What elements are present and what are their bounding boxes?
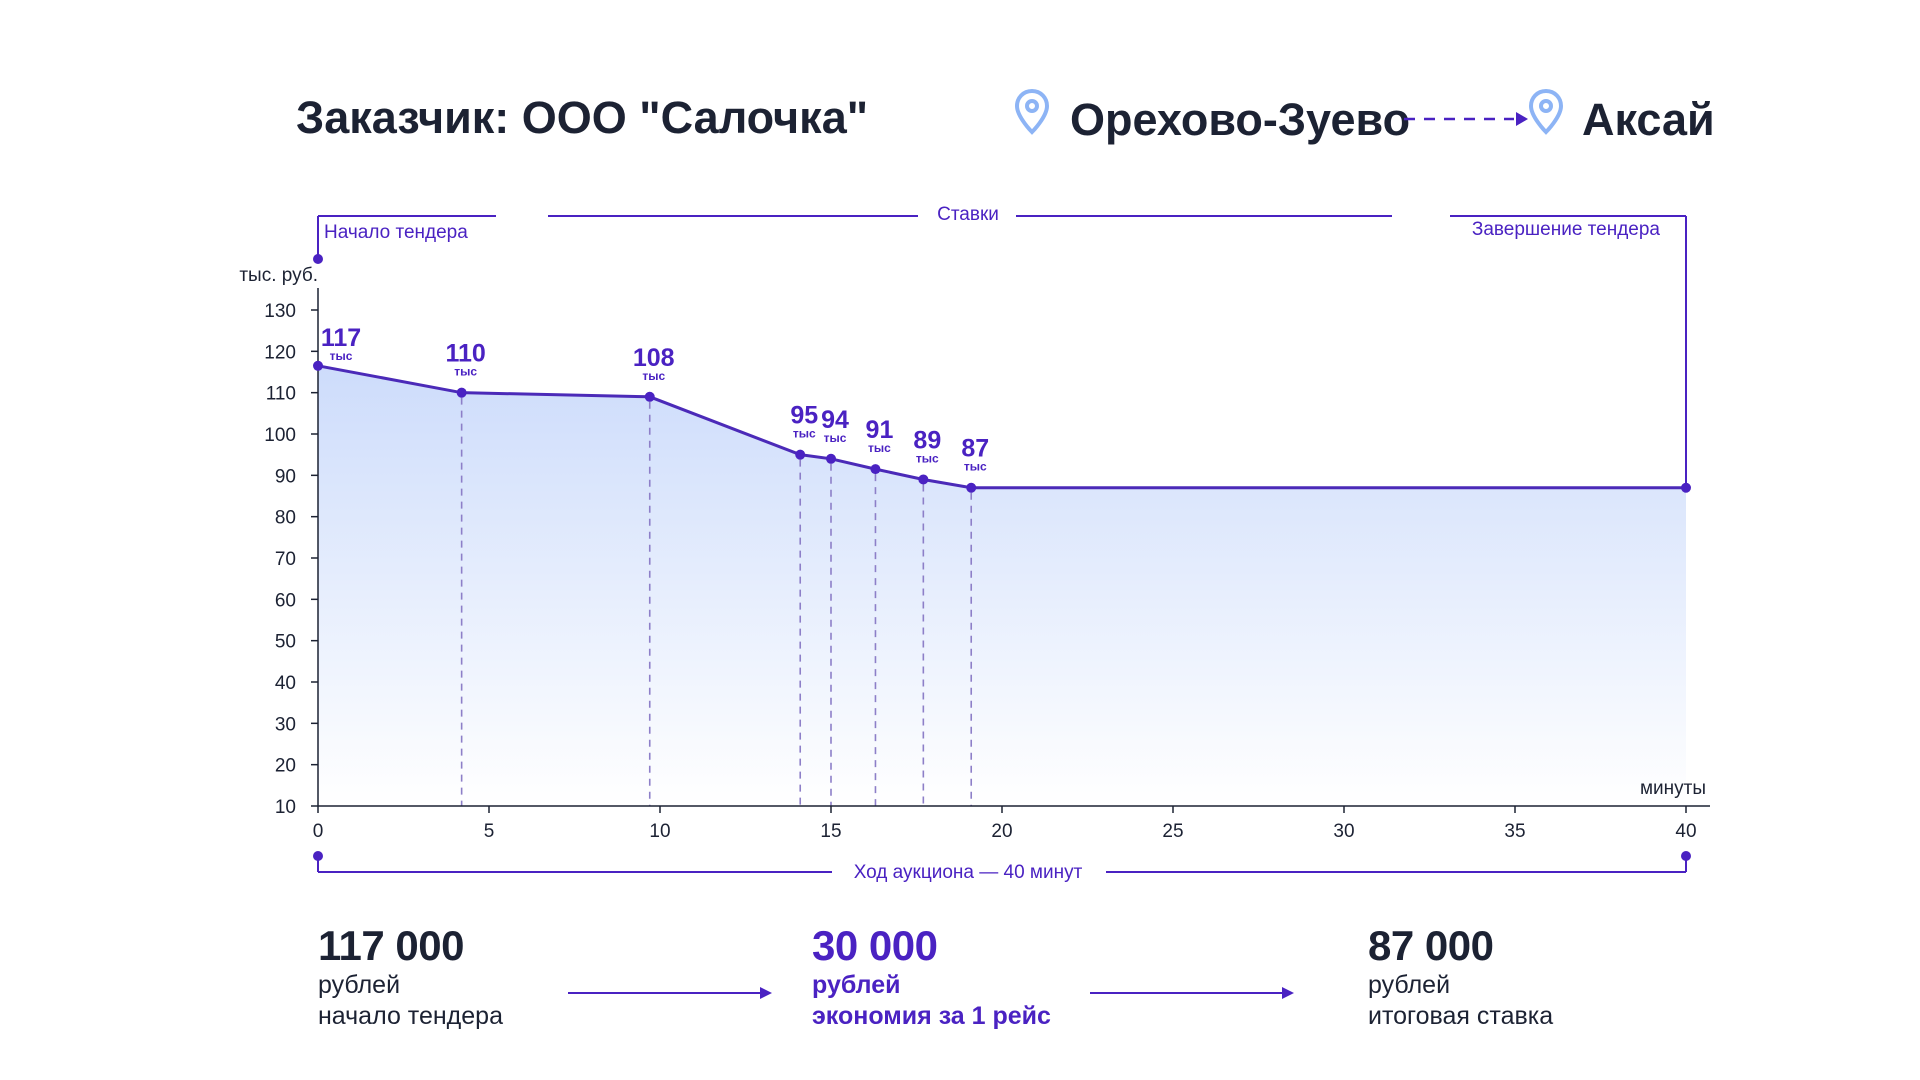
y-tick-label: 30: [275, 714, 296, 735]
data-label: 91: [866, 416, 894, 444]
data-label-unit: тыс: [824, 431, 847, 445]
duration-annotation: Ход аукциона — 40 минут: [854, 862, 1083, 883]
y-tick-label: 130: [264, 301, 296, 322]
y-tick-label: 100: [264, 425, 296, 446]
arrow-right-icon: [568, 984, 774, 1007]
summary-final: 87 000 рублей итоговая ставка: [1368, 922, 1553, 1032]
x-tick-label: 0: [313, 821, 324, 842]
x-tick-label: 30: [1333, 821, 1354, 842]
customer-title: Заказчик: ООО "Салочка": [296, 92, 869, 143]
location-pin-icon: [1528, 88, 1564, 141]
x-tick-label: 25: [1162, 821, 1183, 842]
data-point: [795, 449, 806, 460]
data-label: 117: [321, 324, 361, 352]
y-tick-label: 60: [275, 590, 296, 611]
data-label-unit: тыс: [330, 349, 353, 363]
summary-amount: 30 000: [812, 922, 938, 969]
data-point: [870, 464, 881, 475]
summary-currency: рублей: [1368, 971, 1451, 999]
summary-amount: 87 000: [1368, 922, 1494, 969]
data-point: [1681, 482, 1691, 493]
data-label: 95: [790, 402, 818, 430]
data-point: [456, 387, 467, 398]
y-tick-label: 10: [275, 797, 296, 818]
y-tick-label: 40: [275, 673, 296, 694]
end-annotation: Завершение тендера: [1472, 219, 1661, 240]
data-point: [644, 391, 655, 402]
summary-start: 117 000 рублей начало тендера: [318, 922, 503, 1032]
y-tick-label: 90: [275, 466, 296, 487]
data-point: [966, 482, 977, 493]
area-fill: [318, 365, 1686, 806]
data-label: 110: [445, 340, 485, 368]
data-label-unit: тыс: [793, 427, 816, 441]
y-tick-label: 80: [275, 508, 296, 529]
data-label-unit: тыс: [964, 460, 987, 474]
y-axis-label: тыс. руб.: [239, 265, 318, 286]
x-axis-label: минуты: [1640, 778, 1706, 799]
data-label: 94: [821, 406, 849, 434]
y-tick-label: 120: [264, 342, 296, 363]
x-tick-label: 15: [820, 821, 841, 842]
summary-caption: начало тендера: [318, 1002, 503, 1030]
from-city: Орехово-Зуево: [1070, 94, 1411, 145]
data-label-unit: тыс: [916, 451, 939, 465]
data-label: 108: [633, 344, 675, 372]
data-label-unit: тыс: [868, 441, 891, 455]
location-pin-icon: [1014, 88, 1050, 141]
x-tick-label: 20: [991, 821, 1012, 842]
dashed-arrow-icon: [1402, 106, 1532, 137]
summary-currency: рублей: [812, 971, 901, 999]
start-annotation: Начало тендера: [324, 222, 468, 243]
start-marker: [313, 254, 323, 264]
summary-currency: рублей: [318, 971, 401, 999]
data-point: [313, 360, 323, 371]
x-tick-label: 40: [1675, 821, 1696, 842]
y-tick-label: 70: [275, 549, 296, 570]
data-label-unit: тыс: [642, 369, 665, 383]
y-tick-label: 50: [275, 632, 296, 653]
data-point: [918, 474, 929, 485]
data-label: 87: [961, 435, 989, 463]
data-label-unit: тыс: [454, 365, 477, 379]
route: Орехово-Зуево Аксай: [1010, 84, 1715, 154]
data-point: [826, 453, 836, 464]
summary-caption: экономия за 1 рейс: [812, 1002, 1051, 1030]
x-tick-label: 10: [649, 821, 670, 842]
arrow-right-icon: [1090, 984, 1296, 1007]
x-tick-label: 5: [484, 821, 495, 842]
y-tick-label: 20: [275, 756, 296, 777]
data-label: 89: [913, 426, 941, 454]
to-city: Аксай: [1582, 94, 1715, 145]
summary-amount: 117 000: [318, 922, 465, 969]
y-tick-label: 110: [266, 384, 296, 405]
summary-savings: 30 000 рублей экономия за 1 рейс: [812, 922, 1051, 1032]
bids-annotation: Ставки: [937, 204, 999, 225]
x-tick-label: 35: [1504, 821, 1525, 842]
summary-caption: итоговая ставка: [1368, 1002, 1554, 1030]
